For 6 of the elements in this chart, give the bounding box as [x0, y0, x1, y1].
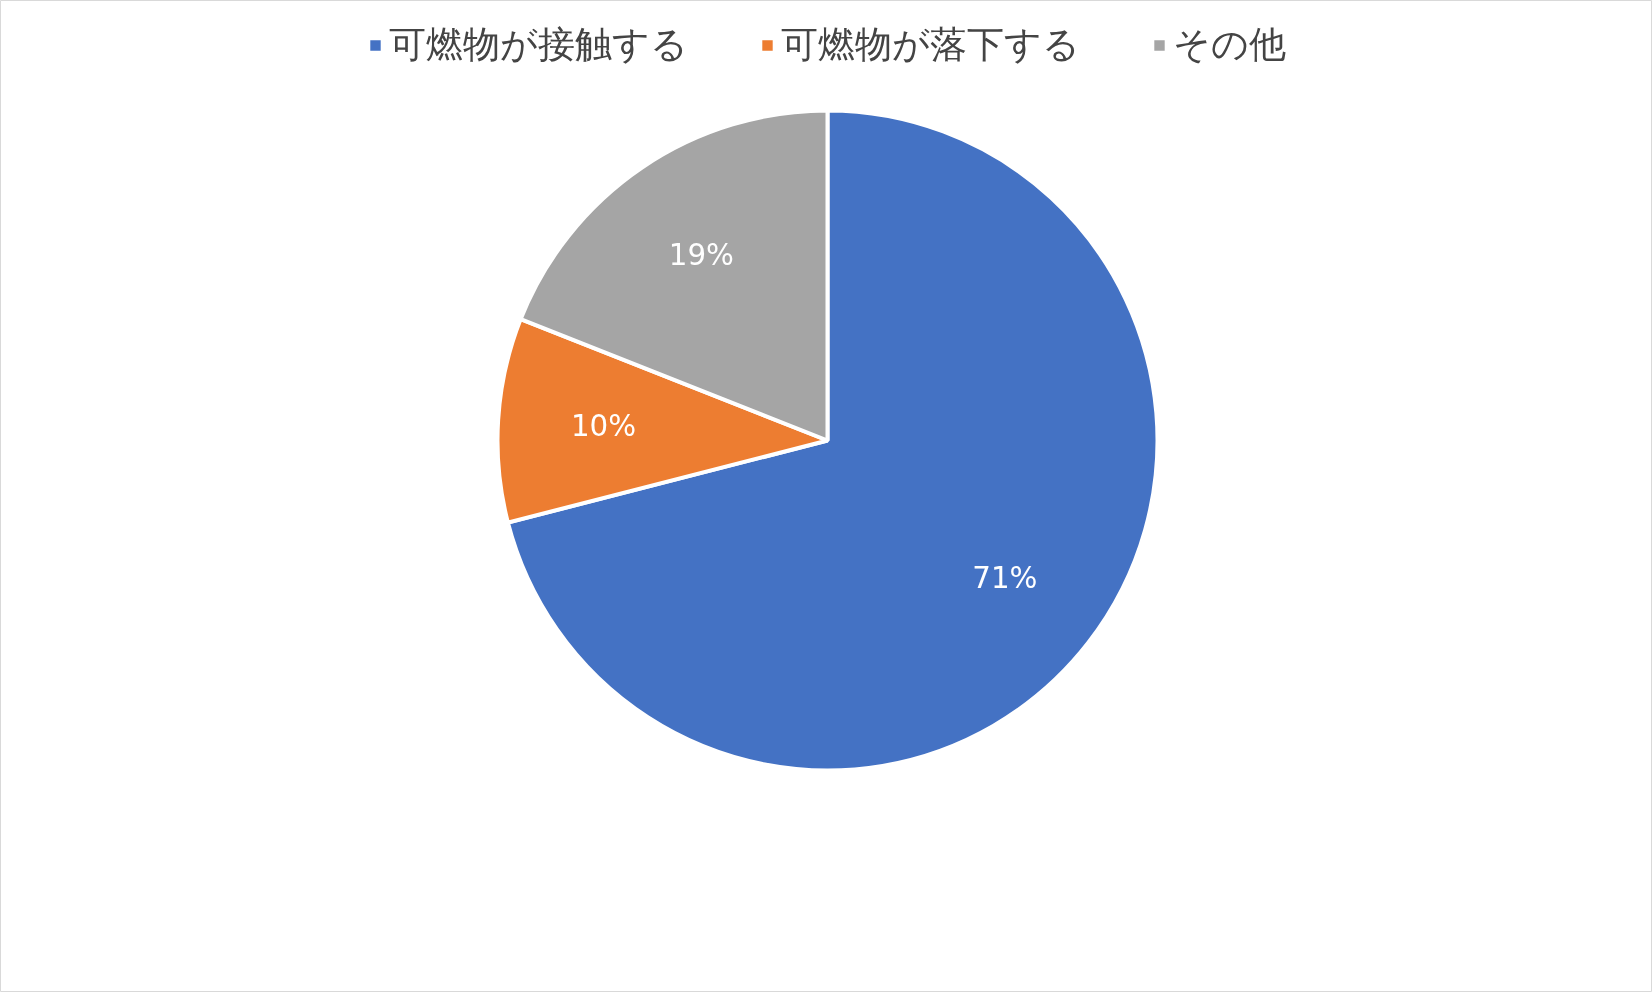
- data-label: 10%: [570, 409, 637, 444]
- data-label: 19%: [668, 237, 734, 272]
- data-label: 71%: [972, 561, 1038, 596]
- legend-label: その他: [1173, 21, 1286, 68]
- legend-label: 可燃物が接触する: [389, 21, 688, 68]
- legend-label: 可燃物が落下する: [781, 21, 1080, 68]
